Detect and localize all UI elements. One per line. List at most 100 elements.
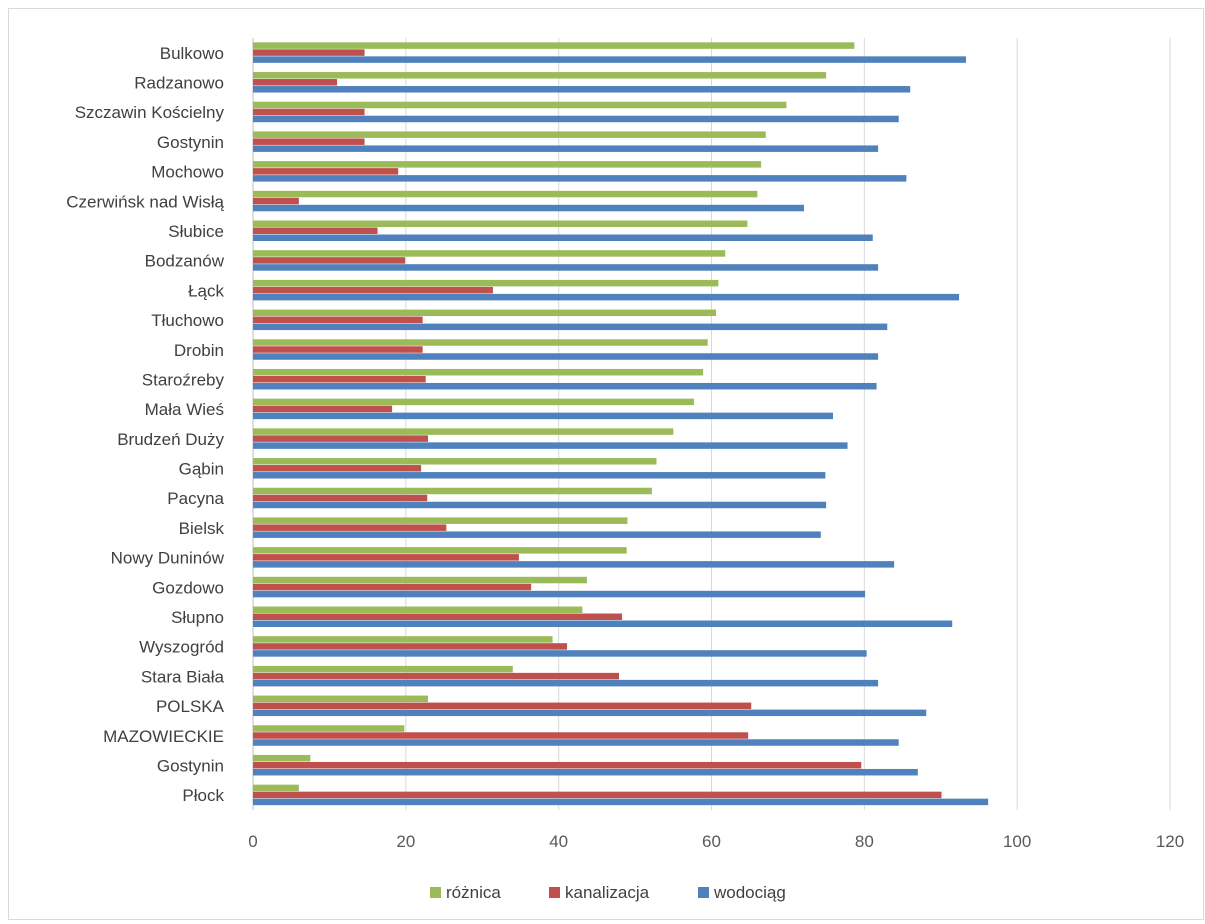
bar-kanalizacja-7 (253, 257, 406, 264)
bar-wodociąg-21 (253, 679, 879, 687)
category-label: Tłuchowo (151, 311, 224, 330)
bars (253, 42, 989, 806)
bar-wodociąg-1 (253, 86, 911, 93)
bar-różnica-24 (253, 754, 311, 762)
legend-swatch-wodociąg (698, 887, 709, 898)
bar-różnica-13 (253, 428, 674, 435)
bar-kanalizacja-22 (253, 702, 752, 710)
bar-wodociąg-12 (253, 412, 834, 420)
bar-różnica-9 (253, 309, 717, 317)
bar-wodociąg-22 (253, 709, 927, 717)
bar-różnica-4 (253, 161, 762, 168)
category-label: Radzanowo (134, 74, 224, 93)
category-label: Wyszogród (139, 638, 224, 657)
bar-różnica-23 (253, 725, 405, 732)
category-label: Drobin (174, 341, 224, 360)
legend-label-kanalizacja: kanalizacja (565, 883, 650, 902)
bar-kanalizacja-21 (253, 672, 620, 680)
bar-wodociąg-3 (253, 145, 879, 152)
category-label: Szczawin Kościelny (75, 103, 225, 122)
bar-kanalizacja-10 (253, 346, 423, 353)
bar-wodociąg-15 (253, 501, 827, 509)
category-label: Gostynin (157, 133, 224, 152)
bar-wodociąg-8 (253, 293, 960, 301)
bar-wodociąg-2 (253, 115, 899, 123)
bar-wodociąg-17 (253, 561, 895, 568)
bar-kanalizacja-5 (253, 197, 299, 205)
bar-wodociąg-16 (253, 531, 821, 538)
bar-różnica-22 (253, 695, 428, 703)
bar-wodociąg-19 (253, 620, 953, 627)
x-tick-label: 0 (248, 832, 257, 851)
x-tick-label: 40 (549, 832, 568, 851)
bar-wodociąg-13 (253, 442, 848, 449)
bar-wodociąg-11 (253, 382, 877, 390)
category-label: Płock (182, 786, 224, 805)
bar-różnica-10 (253, 339, 708, 346)
category-label: Mała Wieś (145, 400, 224, 419)
x-tick-label: 120 (1156, 832, 1184, 851)
bar-kanalizacja-20 (253, 643, 568, 650)
bar-kanalizacja-2 (253, 108, 365, 116)
bar-różnica-20 (253, 636, 553, 643)
category-label: Pacyna (167, 489, 224, 508)
x-tick-label: 100 (1003, 832, 1031, 851)
category-label: Stara Biała (141, 667, 225, 686)
bar-różnica-8 (253, 279, 719, 287)
bar-kanalizacja-13 (253, 435, 428, 442)
bar-kanalizacja-8 (253, 286, 493, 294)
bar-kanalizacja-16 (253, 524, 447, 531)
category-label: Gąbin (179, 460, 224, 479)
bar-kanalizacja-15 (253, 494, 428, 502)
bar-wodociąg-23 (253, 739, 899, 746)
legend: różnica kanalizacja wodociąg (430, 883, 786, 902)
bar-kanalizacja-25 (253, 791, 942, 799)
legend-swatch-kanalizacja (549, 887, 560, 898)
bar-różnica-11 (253, 368, 704, 376)
x-tick-label: 20 (396, 832, 415, 851)
bar-kanalizacja-3 (253, 138, 365, 145)
category-label: Mochowo (151, 163, 224, 182)
bar-różnica-17 (253, 547, 627, 554)
x-tick-labels: 0 20 40 60 80 100 120 (248, 832, 1184, 851)
category-label: Czerwińsk nad Wisłą (66, 192, 224, 211)
bar-różnica-18 (253, 576, 587, 584)
bar-różnica-12 (253, 398, 694, 406)
bar-różnica-3 (253, 131, 766, 138)
bar-różnica-2 (253, 101, 787, 109)
bar-różnica-7 (253, 250, 726, 257)
legend-swatch-różnica (430, 887, 441, 898)
x-tick-label: 80 (855, 832, 874, 851)
category-label: Gozdowo (152, 578, 224, 597)
bar-wodociąg-7 (253, 264, 879, 271)
bar-wodociąg-18 (253, 590, 866, 598)
category-label: Gostynin (157, 756, 224, 775)
bar-kanalizacja-23 (253, 732, 749, 739)
category-label: Słupno (171, 608, 224, 627)
x-tick-label: 60 (702, 832, 721, 851)
bar-kanalizacja-12 (253, 405, 393, 413)
gridlines (252, 38, 1171, 810)
bar-kanalizacja-4 (253, 168, 399, 175)
bar-różnica-6 (253, 220, 748, 227)
bar-różnica-15 (253, 487, 652, 495)
category-label: Bulkowo (160, 44, 224, 63)
bar-wodociąg-5 (253, 204, 804, 212)
bar-kanalizacja-19 (253, 613, 623, 620)
bar-różnica-1 (253, 72, 827, 79)
legend-label-różnica: różnica (446, 883, 501, 902)
category-label: POLSKA (156, 697, 225, 716)
bar-różnica-0 (253, 42, 855, 49)
bar-kanalizacja-11 (253, 375, 426, 383)
bar-wodociąg-10 (253, 353, 879, 360)
legend-label-wodociąg: wodociąg (713, 883, 786, 902)
bar-kanalizacja-0 (253, 49, 365, 56)
category-labels: Bulkowo Radzanowo Szczawin Kościelny Gostyn… (66, 44, 224, 805)
category-label: Staroźreby (142, 370, 225, 389)
category-label: MAZOWIECKIE (103, 727, 224, 746)
bar-kanalizacja-17 (253, 554, 519, 561)
bar-wodociąg-9 (253, 323, 888, 331)
category-label: Bodzanów (145, 252, 225, 271)
bar-różnica-21 (253, 665, 513, 673)
